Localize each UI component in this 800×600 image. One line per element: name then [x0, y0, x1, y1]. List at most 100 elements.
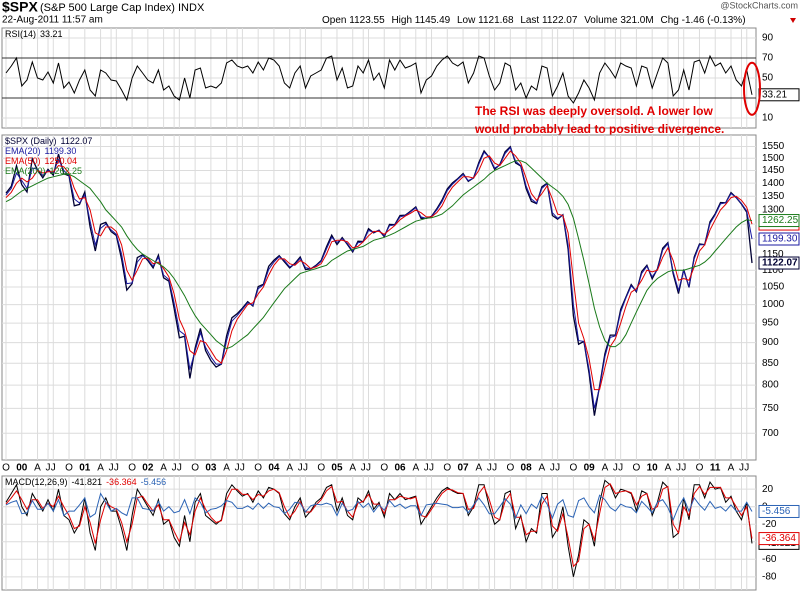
y-tick-label: 1050	[762, 282, 785, 293]
y-tick-label: 1300	[762, 205, 785, 216]
x-tick-label: J	[676, 463, 681, 474]
x-tick-label: 05	[331, 463, 343, 474]
y-tick-label: 850	[762, 358, 779, 369]
x-tick-label: A	[97, 463, 104, 474]
x-tick-label: J	[739, 463, 744, 474]
quote-label: Open	[322, 15, 346, 26]
y-tick-label: -20	[762, 519, 777, 530]
y-tick-label: 1100	[762, 265, 784, 276]
legend-value: -5.456	[141, 477, 167, 487]
x-tick-label: J	[366, 463, 371, 474]
quote-value: 321.0M	[620, 15, 653, 26]
x-tick-label: A	[665, 463, 672, 474]
y-tick-label: 1150	[762, 249, 784, 260]
x-tick-label: J	[613, 463, 618, 474]
x-tick-label: J	[550, 463, 555, 474]
x-tick-label: J	[172, 463, 177, 474]
x-tick-label: O	[2, 463, 10, 474]
last-value-box	[758, 504, 800, 518]
x-tick-label: 03	[205, 463, 217, 474]
y-tick-label: 750	[762, 403, 779, 414]
y-tick-label: 1000	[762, 299, 785, 310]
x-tick-label: J	[361, 463, 366, 474]
y-tick-label: 1550	[762, 141, 785, 152]
legend-entry: EMA(50) 1250.04	[5, 156, 77, 166]
x-tick-label: O	[569, 463, 577, 474]
y-tick-label: 50	[762, 73, 774, 84]
quote-label: Last	[520, 15, 539, 26]
x-tick-label: 04	[268, 463, 280, 474]
x-tick-label: J	[114, 463, 119, 474]
x-tick-label: 06	[394, 463, 406, 474]
x-tick-label: O	[696, 463, 704, 474]
annotation: would probably lead to positive divergen…	[474, 122, 724, 136]
last-value-label: 1262.25	[762, 215, 799, 226]
x-tick-label: J	[681, 463, 686, 474]
quote-bar: Open 1123.55 High 1145.49 Low 1121.68 La…	[322, 15, 746, 26]
x-tick-label: A	[349, 463, 356, 474]
y-tick-label: 70	[762, 53, 774, 64]
x-tick-label: J	[555, 463, 560, 474]
x-tick-label: O	[443, 463, 451, 474]
x-tick-label: J	[109, 463, 114, 474]
quote-label: Low	[457, 15, 476, 26]
series-line	[5, 145, 753, 416]
series-line	[5, 483, 753, 568]
x-tick-label: 10	[647, 463, 659, 474]
x-tick-label: 08	[521, 463, 533, 474]
y-tick-label: 1500	[762, 153, 785, 164]
legend-name: EMA(20)	[5, 146, 41, 156]
x-tick-label: J	[51, 463, 56, 474]
x-tick-label: J	[429, 463, 434, 474]
series-line	[5, 479, 753, 577]
legend-value: -36.364	[106, 477, 137, 487]
source: @StockCharts.com	[720, 0, 798, 10]
legend-value: 33.21	[40, 29, 63, 39]
symbol-name: (S&P 500 Large Cap Index) INDX	[40, 2, 205, 14]
last-value-label: 33.21	[762, 89, 787, 100]
legend-value: 1199.30	[45, 146, 77, 156]
legend-entry: RSI(14) 33.21	[5, 29, 63, 39]
x-tick-label: J	[744, 463, 749, 474]
last-value-box	[758, 214, 800, 228]
y-tick-label: 700	[762, 428, 779, 439]
y-tick-label: 1350	[762, 191, 785, 202]
x-tick-label: J	[303, 463, 308, 474]
x-tick-label: O	[380, 463, 388, 474]
x-tick-label: J	[46, 463, 51, 474]
quote-label: Chg	[660, 15, 678, 26]
quote-value: -1.46 (-0.13%)	[682, 15, 746, 26]
quote-label: Volume	[584, 15, 618, 26]
x-tick-label: J	[487, 463, 492, 474]
legend-entry: $SPX (Daily) 1122.07	[5, 136, 92, 146]
series-line	[5, 150, 753, 391]
legend-value: -41.821	[72, 477, 103, 487]
x-tick-label: O	[506, 463, 514, 474]
last-value-box	[758, 232, 800, 246]
x-tick-label: J	[424, 463, 429, 474]
series-line	[5, 160, 753, 350]
last-value-box	[758, 256, 800, 270]
quote-label: High	[391, 15, 412, 26]
x-tick-label: 09	[584, 463, 596, 474]
x-tick-label: J	[298, 463, 303, 474]
legend-entry: MACD(12,26,9) -41.821 -36.364 -5.456	[5, 477, 166, 487]
y-tick-label: 900	[762, 337, 779, 348]
x-tick-label: J	[618, 463, 623, 474]
y-tick-label: -60	[762, 554, 777, 565]
x-tick-label: A	[286, 463, 293, 474]
x-tick-label: A	[728, 463, 735, 474]
quote-value: 1122.07	[542, 15, 578, 26]
quote-value: 1123.55	[349, 15, 385, 26]
x-tick-label: O	[254, 463, 262, 474]
x-tick-label: A	[223, 463, 230, 474]
change-arrow	[790, 18, 796, 23]
last-value-label: 1122.07	[762, 258, 798, 269]
legend-name: $SPX (Daily)	[5, 136, 57, 146]
y-tick-label: 1450	[762, 165, 785, 176]
y-tick-label: 800	[762, 380, 779, 391]
quote-value: 1121.68	[478, 15, 514, 26]
legend-name: EMA(200)	[5, 166, 46, 176]
series-line	[5, 54, 753, 104]
